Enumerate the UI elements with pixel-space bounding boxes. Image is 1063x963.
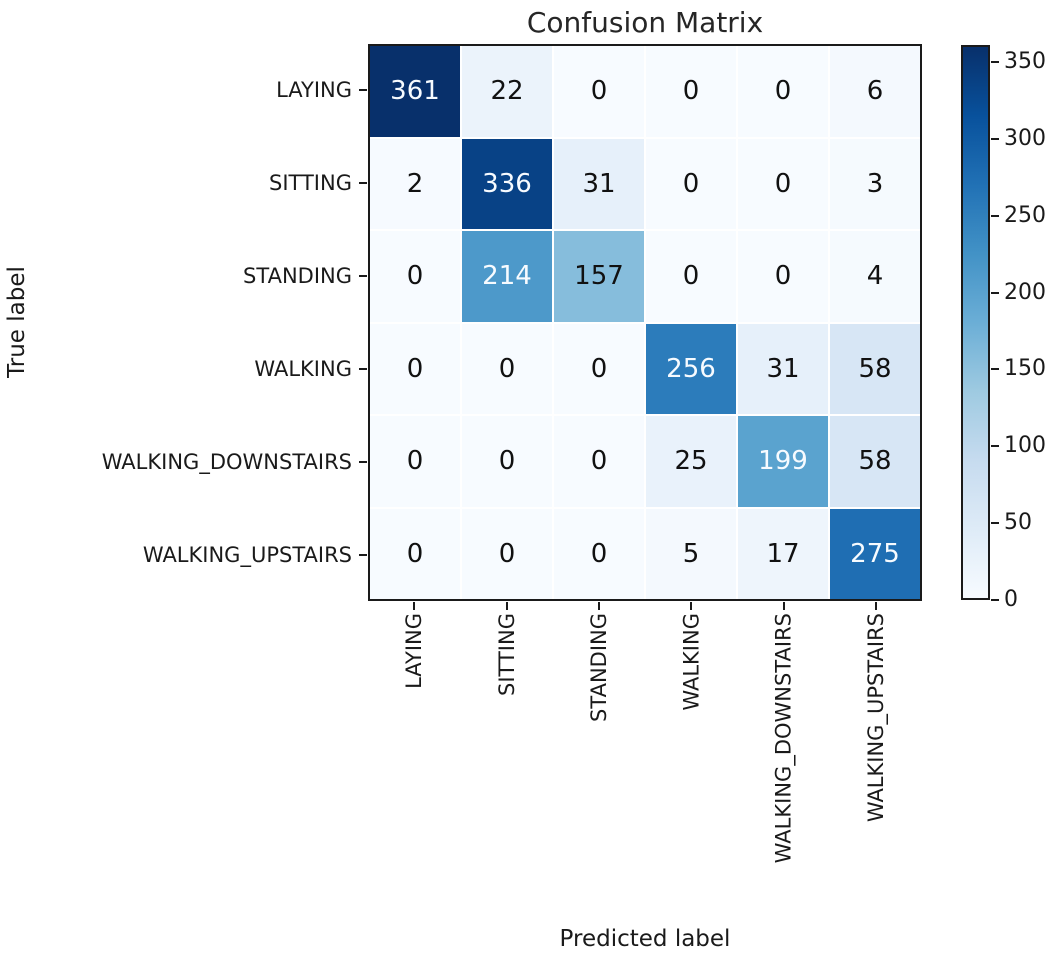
y-tick-label: WALKING_DOWNSTAIRS — [101, 449, 352, 474]
matrix-cell: 31 — [738, 323, 828, 414]
y-tick-mark — [359, 182, 367, 185]
matrix-cell: 3 — [830, 138, 920, 229]
x-tick-mark — [690, 602, 693, 610]
x-tick-label: STANDING — [586, 613, 611, 722]
x-tick-mark — [874, 602, 877, 610]
matrix-cell: 31 — [554, 138, 644, 229]
x-tick-mark — [597, 602, 600, 610]
colorbar-tick-mark — [991, 445, 999, 448]
matrix-cell: 0 — [462, 416, 552, 507]
matrix-cell: 0 — [554, 323, 644, 414]
matrix-cell: 0 — [370, 231, 460, 322]
matrix-cell: 157 — [554, 231, 644, 322]
heatmap-grid: 361 22 0 0 0 6 2 336 31 0 0 3 0 214 157 0 0 4 0 0 0 256 31 58 0 0… — [368, 44, 922, 601]
colorbar-tick-label: 150 — [1004, 356, 1046, 382]
y-tick-label: SITTING — [269, 171, 352, 196]
matrix-cell: 2 — [370, 138, 460, 229]
colorbar — [961, 45, 990, 600]
matrix-cell: 361 — [370, 46, 460, 137]
y-tick-mark — [359, 553, 367, 556]
matrix-cell: 0 — [462, 508, 552, 599]
matrix-cell: 58 — [830, 323, 920, 414]
matrix-cell: 17 — [738, 508, 828, 599]
colorbar-tick-label: 350 — [1004, 48, 1046, 74]
colorbar-tick-mark — [991, 599, 999, 601]
matrix-cell: 0 — [738, 46, 828, 137]
matrix-cell: 0 — [554, 416, 644, 507]
matrix-cell: 22 — [462, 46, 552, 137]
x-tick-label: SITTING — [494, 613, 519, 696]
matrix-cell: 5 — [646, 508, 736, 599]
y-tick-label: STANDING — [243, 264, 352, 289]
y-tick-mark — [359, 367, 367, 370]
y-tick-label: WALKING — [254, 356, 352, 381]
colorbar-tick-mark — [991, 214, 999, 217]
matrix-cell: 256 — [646, 323, 736, 414]
matrix-cell: 0 — [370, 416, 460, 507]
colorbar-tick-mark — [991, 137, 999, 140]
matrix-cell: 214 — [462, 231, 552, 322]
colorbar-tick-label: 250 — [1004, 202, 1046, 228]
y-tick-label: LAYING — [276, 78, 352, 103]
matrix-cell: 0 — [738, 138, 828, 229]
x-axis-label: Predicted label — [559, 926, 731, 952]
matrix-cell: 6 — [830, 46, 920, 137]
x-tick-mark — [413, 602, 416, 610]
x-tick-mark — [505, 602, 508, 610]
x-tick-label: LAYING — [402, 613, 427, 689]
matrix-cell: 0 — [646, 138, 736, 229]
matrix-cell: 275 — [830, 508, 920, 599]
matrix-cell: 0 — [646, 231, 736, 322]
y-tick-mark — [359, 460, 367, 463]
x-tick-label: WALKING — [679, 613, 704, 711]
y-tick-mark — [359, 275, 367, 278]
y-tick-mark — [359, 89, 367, 92]
matrix-cell: 0 — [462, 323, 552, 414]
matrix-cell: 336 — [462, 138, 552, 229]
matrix-cell: 58 — [830, 416, 920, 507]
colorbar-tick-label: 300 — [1004, 125, 1046, 151]
colorbar-tick-label: 50 — [1004, 510, 1032, 536]
x-tick-label: WALKING_UPSTAIRS — [863, 613, 888, 823]
matrix-cell: 4 — [830, 231, 920, 322]
x-tick-label: WALKING_DOWNSTAIRS — [771, 613, 796, 864]
matrix-cell: 0 — [738, 231, 828, 322]
colorbar-tick-mark — [991, 368, 999, 371]
colorbar-tick-mark — [991, 291, 999, 294]
x-tick-mark — [782, 602, 785, 610]
matrix-cell: 25 — [646, 416, 736, 507]
matrix-cell: 0 — [646, 46, 736, 137]
colorbar-tick-label: 100 — [1004, 433, 1046, 459]
matrix-cell: 199 — [738, 416, 828, 507]
colorbar-tick-mark — [991, 60, 999, 63]
colorbar-tick-label: 0 — [1004, 587, 1018, 612]
matrix-cell: 0 — [554, 46, 644, 137]
matrix-cell: 0 — [370, 323, 460, 414]
matrix-cell: 0 — [554, 508, 644, 599]
colorbar-tick-label: 200 — [1004, 279, 1046, 305]
matrix-cell: 0 — [370, 508, 460, 599]
y-tick-label: WALKING_UPSTAIRS — [142, 542, 352, 567]
chart-title: Confusion Matrix — [526, 6, 764, 39]
colorbar-tick-mark — [991, 522, 999, 525]
